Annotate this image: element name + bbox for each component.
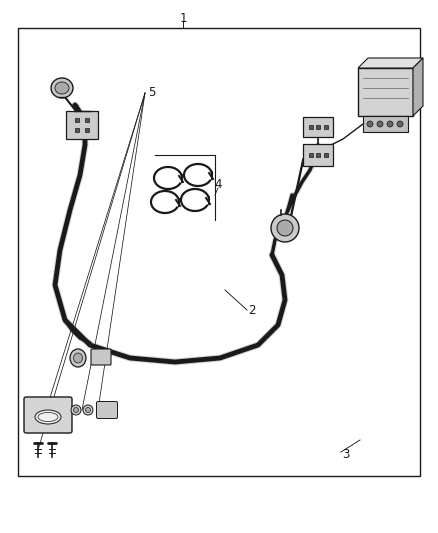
Circle shape — [85, 408, 91, 413]
Circle shape — [277, 220, 293, 236]
Circle shape — [387, 121, 393, 127]
Circle shape — [377, 121, 383, 127]
Text: 1: 1 — [179, 12, 187, 25]
Ellipse shape — [70, 349, 86, 367]
Bar — [66, 111, 98, 139]
Text: 3: 3 — [342, 448, 350, 462]
Text: 4: 4 — [214, 179, 222, 191]
Bar — [358, 68, 413, 116]
FancyBboxPatch shape — [24, 397, 72, 433]
Bar — [18, 28, 420, 476]
Bar — [303, 144, 333, 166]
Circle shape — [367, 121, 373, 127]
Bar — [316, 125, 320, 129]
Bar — [74, 128, 79, 132]
Bar — [85, 128, 89, 132]
Circle shape — [71, 405, 81, 415]
Bar — [308, 153, 312, 157]
Bar — [308, 125, 312, 129]
Text: 5: 5 — [148, 86, 155, 100]
Circle shape — [271, 214, 299, 242]
Bar — [324, 125, 328, 129]
Circle shape — [397, 121, 403, 127]
Polygon shape — [358, 58, 423, 68]
Ellipse shape — [55, 82, 69, 94]
FancyBboxPatch shape — [96, 401, 117, 418]
Polygon shape — [413, 58, 423, 116]
Bar — [316, 153, 320, 157]
Text: 2: 2 — [248, 303, 255, 317]
Bar — [85, 118, 89, 123]
Ellipse shape — [35, 410, 61, 424]
FancyBboxPatch shape — [91, 349, 111, 365]
Bar — [324, 153, 328, 157]
Circle shape — [74, 408, 78, 413]
Circle shape — [83, 405, 93, 415]
Ellipse shape — [51, 78, 73, 98]
Bar — [74, 118, 79, 123]
Bar — [363, 116, 408, 132]
Bar — [303, 117, 333, 137]
Ellipse shape — [74, 353, 82, 363]
